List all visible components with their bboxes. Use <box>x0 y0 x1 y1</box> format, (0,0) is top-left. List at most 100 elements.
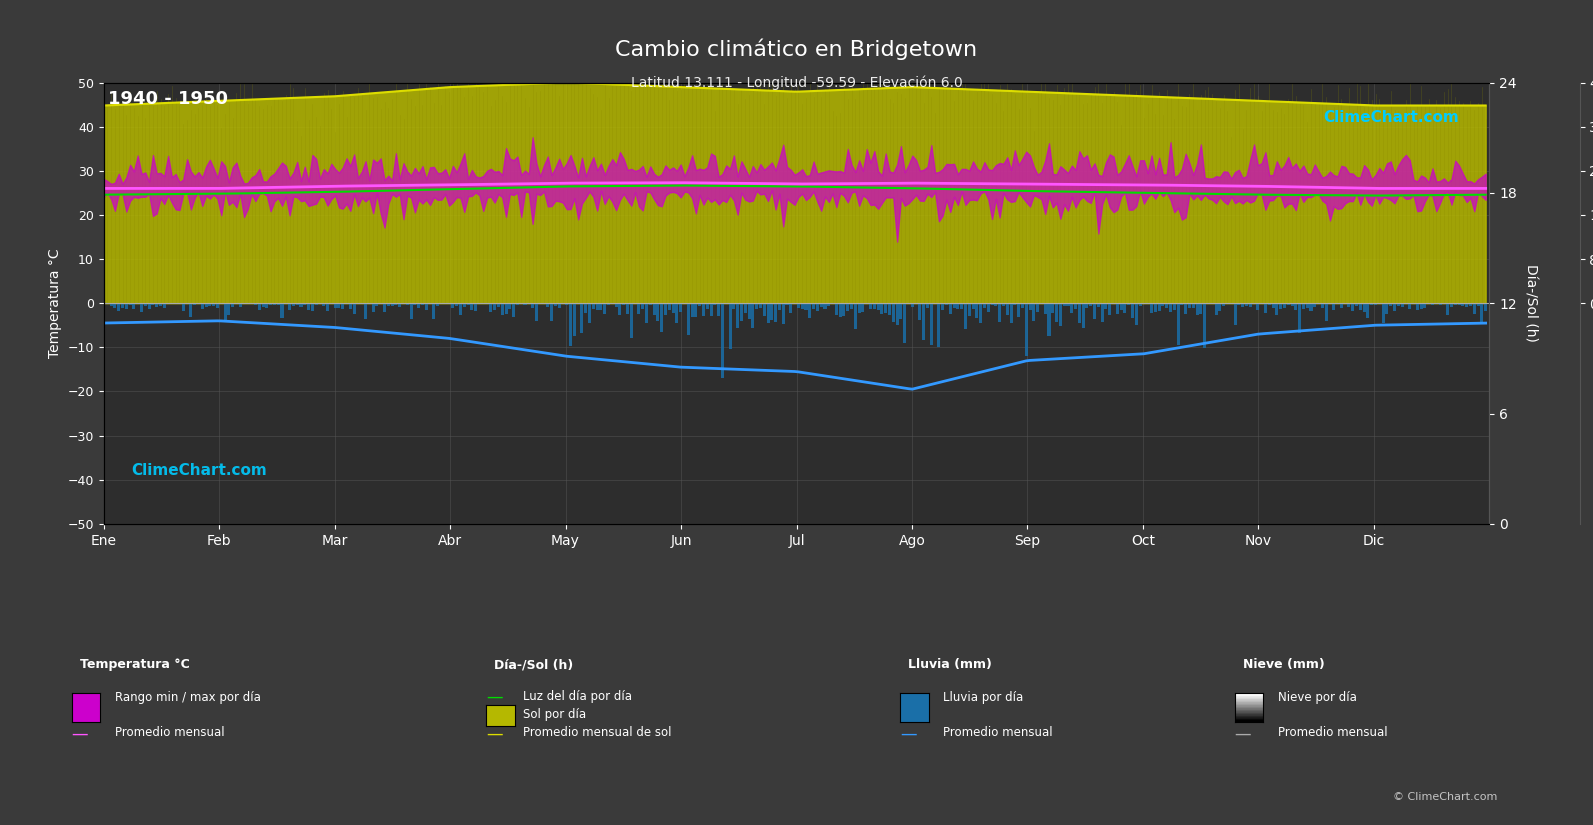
Bar <box>691 303 693 317</box>
Bar <box>448 303 451 304</box>
Text: Día-/Sol (h): Día-/Sol (h) <box>494 658 573 672</box>
Bar <box>409 303 413 319</box>
Bar <box>550 303 553 321</box>
Bar <box>494 303 495 310</box>
Bar <box>941 303 945 310</box>
Bar <box>333 303 336 308</box>
Bar <box>1461 303 1464 305</box>
Text: Cambio climático en Bridgetown: Cambio climático en Bridgetown <box>615 39 978 60</box>
Bar <box>524 303 527 305</box>
Bar <box>930 303 933 346</box>
Bar <box>1325 303 1327 322</box>
Y-axis label: Temperatura °C: Temperatura °C <box>48 248 62 358</box>
Bar <box>1128 303 1131 305</box>
Bar <box>728 303 731 348</box>
Bar <box>303 303 306 305</box>
Text: Rango min / max por día: Rango min / max por día <box>115 691 261 705</box>
Bar <box>1454 303 1458 304</box>
Bar <box>535 303 538 322</box>
Bar <box>382 303 386 313</box>
Bar <box>1109 303 1112 315</box>
Bar <box>162 303 166 308</box>
Bar <box>687 303 690 335</box>
Bar <box>1134 303 1137 324</box>
Bar <box>508 303 511 309</box>
Bar <box>838 303 841 318</box>
Bar <box>739 303 742 322</box>
Bar <box>1450 303 1453 307</box>
Bar <box>887 303 890 315</box>
Bar <box>1370 303 1373 304</box>
Bar <box>854 303 857 328</box>
Bar <box>478 303 481 304</box>
Bar <box>143 303 147 306</box>
Bar <box>1249 303 1252 308</box>
Bar <box>900 303 903 319</box>
Bar <box>1070 303 1074 314</box>
Bar <box>926 303 929 308</box>
Bar <box>991 303 994 305</box>
Bar <box>129 303 132 304</box>
Bar <box>679 303 682 312</box>
Bar <box>1375 303 1376 305</box>
Bar <box>801 303 804 309</box>
Bar <box>645 303 648 323</box>
Bar <box>185 303 188 304</box>
Bar <box>980 303 983 323</box>
Bar <box>1367 303 1370 318</box>
Bar <box>505 303 508 314</box>
Bar <box>395 303 397 305</box>
Bar <box>1431 303 1434 304</box>
Bar <box>436 303 440 306</box>
Bar <box>714 303 717 304</box>
Bar <box>1066 303 1069 306</box>
Text: Latitud 13.111 - Longitud -59.59 - Elevación 6.0: Latitud 13.111 - Longitud -59.59 - Eleva… <box>631 75 962 90</box>
Bar <box>124 303 127 309</box>
Bar <box>1416 303 1419 310</box>
Bar <box>459 303 462 315</box>
Bar <box>994 303 997 306</box>
Bar <box>1043 303 1047 314</box>
Bar <box>212 303 215 306</box>
Bar <box>843 303 846 315</box>
Bar <box>1477 303 1480 306</box>
Bar <box>1241 303 1244 307</box>
Bar <box>789 303 792 313</box>
Bar <box>892 303 895 322</box>
Text: Promedio mensual: Promedio mensual <box>943 726 1053 739</box>
Bar <box>717 303 720 316</box>
Bar <box>785 303 789 304</box>
Bar <box>193 303 196 304</box>
Bar <box>808 303 811 318</box>
Bar <box>258 303 261 310</box>
Bar <box>299 303 303 308</box>
Bar <box>280 303 284 318</box>
Bar <box>824 303 827 309</box>
Bar <box>956 303 959 309</box>
Bar <box>546 303 550 307</box>
Bar <box>945 303 948 305</box>
Y-axis label: Día-/Sol (h): Día-/Sol (h) <box>1525 264 1537 342</box>
Bar <box>360 303 363 304</box>
Bar <box>873 303 876 309</box>
Bar <box>1002 303 1005 306</box>
Bar <box>637 303 640 314</box>
Bar <box>744 303 747 314</box>
Bar <box>269 303 272 305</box>
Bar <box>588 303 591 323</box>
Bar <box>182 303 185 311</box>
Bar <box>1098 303 1099 307</box>
Bar <box>626 303 629 314</box>
Bar <box>1090 303 1093 306</box>
Bar <box>816 303 819 311</box>
Bar <box>159 303 162 306</box>
Bar <box>1290 303 1294 305</box>
Text: —: — <box>900 724 916 742</box>
Bar <box>1180 303 1184 304</box>
Bar <box>1392 303 1395 311</box>
Bar <box>272 303 276 304</box>
Bar <box>949 303 951 314</box>
Text: Nieve (mm): Nieve (mm) <box>1243 658 1324 672</box>
Bar <box>1230 303 1233 304</box>
Bar <box>516 303 519 304</box>
